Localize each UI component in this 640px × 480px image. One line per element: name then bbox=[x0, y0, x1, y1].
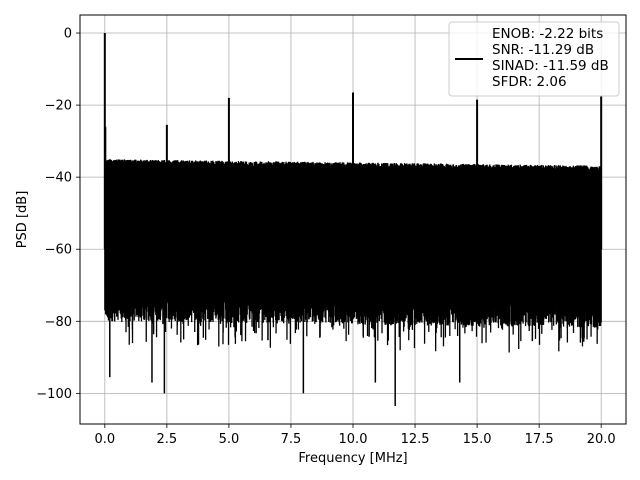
legend-entry-sfdr: SFDR: 2.06 bbox=[492, 74, 567, 90]
y-tick-label: −80 bbox=[45, 315, 72, 330]
y-axis: 0 −20 −40 −60 −80 −100 bbox=[36, 27, 80, 402]
y-tick-label: −40 bbox=[45, 171, 72, 186]
legend: ENOB: -2.22 bits SNR: -11.29 dB SINAD: -… bbox=[448, 21, 620, 97]
legend-entry-enob: ENOB: -2.22 bits bbox=[492, 26, 603, 42]
y-tick-label: −60 bbox=[45, 243, 72, 258]
y-tick-label: 0 bbox=[64, 27, 72, 42]
series-psd bbox=[103, 33, 603, 406]
x-tick-label: 0.0 bbox=[94, 432, 115, 447]
x-tick-label: 15.0 bbox=[463, 432, 492, 447]
y-tick-label: −100 bbox=[36, 387, 72, 402]
x-tick-label: 10.0 bbox=[339, 432, 368, 447]
legend-box bbox=[448, 21, 620, 97]
y-axis-label: PSD [dB] bbox=[15, 191, 30, 249]
x-tick-label: 12.5 bbox=[401, 432, 430, 447]
legend-entry-snr: SNR: -11.29 dB bbox=[492, 42, 594, 58]
x-tick-label: 5.0 bbox=[219, 432, 240, 447]
x-tick-label: 7.5 bbox=[281, 432, 302, 447]
y-tick-label: −20 bbox=[45, 99, 72, 114]
x-axis-label: Frequency [MHz] bbox=[298, 451, 407, 466]
x-tick-label: 20.0 bbox=[587, 432, 616, 447]
x-tick-label: 2.5 bbox=[157, 432, 178, 447]
x-tick-label: 17.5 bbox=[525, 432, 554, 447]
x-axis: 0.0 2.5 5.0 7.5 10.0 12.5 15.0 17.5 20.0 bbox=[94, 424, 616, 447]
legend-entry-sinad: SINAD: -11.59 dB bbox=[492, 58, 609, 74]
